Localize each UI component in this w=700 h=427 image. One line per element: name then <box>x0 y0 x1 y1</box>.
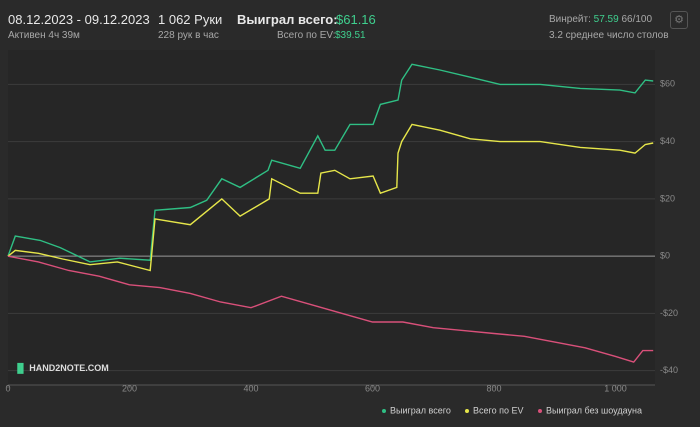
series-line <box>7 123 654 272</box>
legend-label: Выиграл всего <box>390 405 451 415</box>
date-range: 08.12.2023 - 09.12.2023 <box>8 12 150 27</box>
legend-swatch <box>538 409 542 413</box>
legend-label: Всего по EV <box>473 405 523 415</box>
plot-area <box>8 50 655 385</box>
y-tick-label: $40 <box>660 136 675 146</box>
won-label: Выиграл всего: <box>237 12 338 27</box>
winrate-value: 57.59 <box>593 14 619 25</box>
logo-text: HAND2NOTE.COM <box>29 363 109 373</box>
winrate-ratio: 66/100 <box>621 14 653 25</box>
x-tick-label: 400 <box>243 383 258 393</box>
y-tick-label: $60 <box>660 79 675 89</box>
series-line <box>7 255 654 363</box>
x-tick-label: 600 <box>365 383 380 393</box>
legend-swatch <box>465 409 469 413</box>
y-tick-label: -$40 <box>660 365 678 375</box>
x-tick-label: 1 000 <box>604 383 627 393</box>
x-tick-label: 800 <box>486 383 501 393</box>
ev-value: $39.51 <box>335 30 366 41</box>
y-tick-label: $20 <box>660 193 675 203</box>
winrate: Винрейт: 57.59 66/100 <box>549 14 652 25</box>
avg-tables: 3.2 среднее число столов <box>549 30 669 41</box>
hands-per-hour: 228 рук в час <box>158 30 219 41</box>
y-tick-label: $0 <box>660 251 670 261</box>
winrate-label: Винрейт: <box>549 14 591 25</box>
active-time: Активен 4ч 39м <box>8 30 80 41</box>
hands: 1 062 Руки <box>158 12 223 27</box>
logo: ▐▌ HAND2NOTE.COM <box>14 363 109 373</box>
ev-label: Всего по EV: <box>277 30 336 41</box>
y-tick-label: -$20 <box>660 308 678 318</box>
settings-button[interactable]: ⚙ <box>670 11 688 29</box>
series-line <box>7 63 654 263</box>
legend-swatch <box>382 409 386 413</box>
won-value: $61.16 <box>336 12 376 27</box>
x-tick-label: 200 <box>122 383 137 393</box>
x-tick-label: 0 <box>5 383 10 393</box>
legend-label: Выиграл без шоудауна <box>546 405 642 415</box>
